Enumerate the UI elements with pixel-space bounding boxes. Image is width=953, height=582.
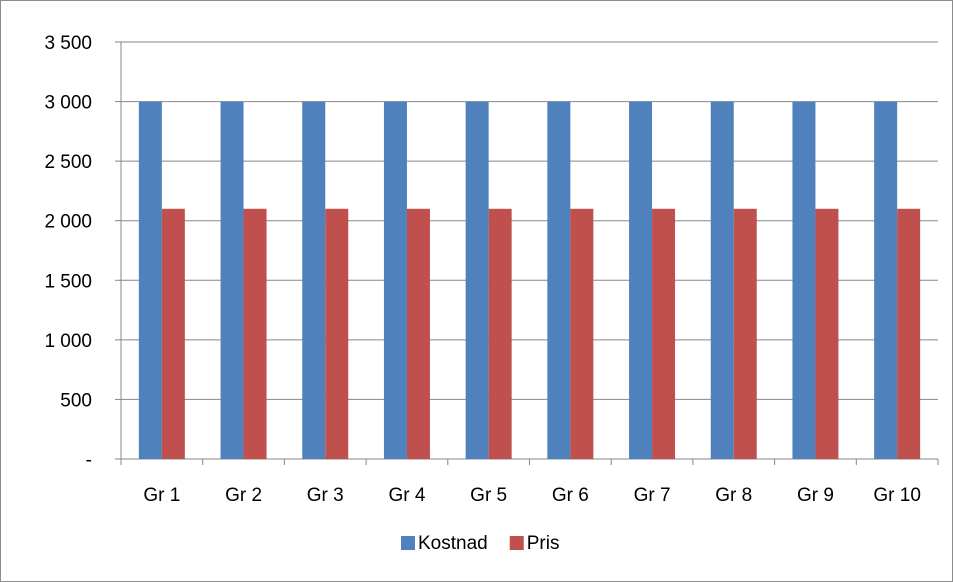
x-tick-label: Gr 7 (634, 485, 671, 506)
bar-pris-9 (815, 208, 839, 459)
bar-kostnad-8 (710, 101, 734, 460)
bar-kostnad-1 (138, 101, 162, 460)
bar-kostnad-5 (465, 101, 489, 460)
x-tick-label: Gr 5 (470, 485, 507, 506)
x-tick-label: Gr 6 (552, 485, 589, 506)
bar-kostnad-4 (383, 101, 407, 460)
legend-label-pris: Pris (527, 533, 560, 554)
y-tick-label: 1 000 (44, 331, 92, 352)
y-tick-label: 1 500 (44, 271, 92, 292)
x-tick-label: Gr 1 (143, 485, 180, 506)
bar-pris-1 (161, 208, 185, 459)
x-tick-label: Gr 10 (873, 485, 921, 506)
legend-swatch-kostnad (401, 536, 415, 550)
bar-kostnad-3 (302, 101, 326, 460)
y-tick-label: 3 000 (44, 93, 92, 114)
x-tick-label: Gr 4 (388, 485, 425, 506)
legend-label-kostnad: Kostnad (418, 533, 488, 554)
bar-pris-4 (406, 208, 430, 459)
x-tick-label: Gr 8 (715, 485, 752, 506)
x-tick-label: Gr 9 (797, 485, 834, 506)
y-tick-label: - (86, 450, 92, 471)
bar-kostnad-2 (220, 101, 244, 460)
bar-pris-5 (488, 208, 512, 459)
x-tick-label: Gr 3 (307, 485, 344, 506)
bar-pris-3 (325, 208, 349, 459)
y-tick-label: 3 500 (44, 33, 92, 54)
y-tick-label: 500 (60, 390, 92, 411)
bar-kostnad-7 (629, 101, 653, 460)
bar-kostnad-6 (547, 101, 571, 460)
bar-kostnad-10 (874, 101, 898, 460)
bar-pris-7 (652, 208, 676, 459)
y-tick-label: 2 500 (44, 152, 92, 173)
bar-pris-10 (897, 208, 921, 459)
bar-pris-6 (570, 208, 594, 459)
y-tick-label: 2 000 (44, 212, 92, 233)
bar-pris-2 (243, 208, 267, 459)
x-tick-label: Gr 2 (225, 485, 262, 506)
bar-pris-8 (733, 208, 757, 459)
legend-swatch-pris (509, 536, 524, 550)
bar-kostnad-9 (792, 101, 816, 460)
